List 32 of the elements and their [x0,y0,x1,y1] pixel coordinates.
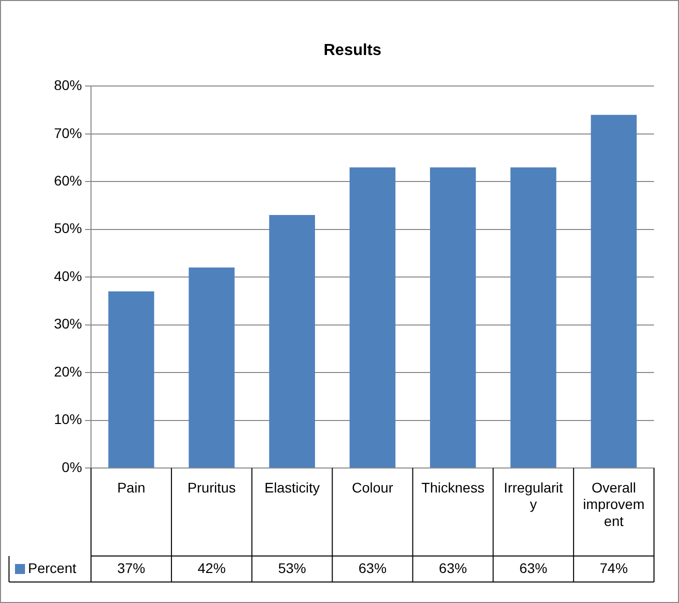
bar [108,291,154,468]
x-tick-label: Elasticity [264,479,320,496]
data-label: 37% [117,560,146,576]
x-tick-label: Irregularity [504,479,564,512]
y-tick-label: 60% [54,172,82,189]
y-tick-label: 10% [54,411,82,428]
y-tick-label: 80% [54,77,82,94]
y-tick-label: 20% [54,363,82,380]
bar [269,215,316,468]
y-tick-label: 0% [62,458,82,475]
data-label: 74% [600,560,628,576]
y-tick-label: 50% [54,220,82,236]
bar [350,167,396,468]
chart-title: Results [324,42,382,60]
x-tick-label: Pruritus [188,479,236,496]
x-tick-label: Thickness [421,479,484,496]
bar [510,167,556,468]
data-label: 63% [438,560,467,576]
bar [590,114,637,468]
y-tick-label: 70% [54,124,82,141]
data-label: 53% [278,560,306,576]
y-tick-label: 40% [54,268,82,284]
x-tick-label: Pain [117,479,146,496]
bar [430,167,476,468]
data-label: 63% [358,560,387,576]
data-label: 42% [198,560,226,576]
bar [188,268,235,468]
legend-label: Percent [28,560,76,576]
x-tick-label: Overall improvement [583,479,645,529]
data-label: 63% [519,560,548,576]
x-tick-label: Colour [352,479,394,496]
y-tick-label: 30% [54,316,82,332]
